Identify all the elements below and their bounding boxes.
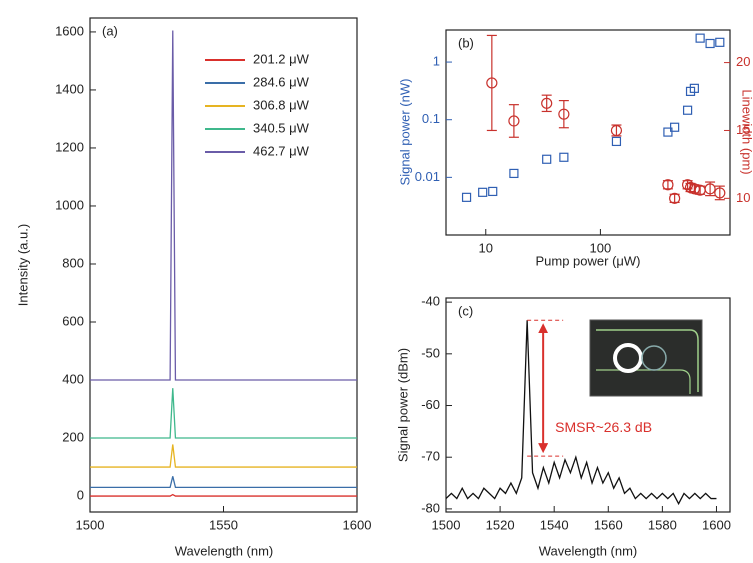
data-point [705,38,715,49]
y-tick-label: 1000 [55,197,84,212]
data-point [669,192,681,204]
data-point [714,187,726,199]
legend-label: 284.6 μW [253,74,310,89]
series-line [90,444,357,468]
x-tick-label: 1600 [343,517,372,532]
panel-label: (b) [458,35,474,50]
data-point [461,192,472,202]
x-tick-label: 10 [479,240,493,255]
plot-frame [445,29,731,236]
data-point [704,183,716,195]
x-tick-label: 1500 [432,517,461,532]
legend-label: 201.2 μW [253,51,310,66]
series-line [90,388,357,439]
plot-frame [445,297,731,513]
legend-label: 462.7 μW [253,143,310,158]
y-tick-label: 200 [62,429,84,444]
y-tick-label: 1 [433,54,440,69]
data-point [670,122,680,132]
y-tick-label: -70 [421,449,440,464]
series-line [90,30,357,381]
x-tick-label: 1540 [540,517,569,532]
data-point [508,115,520,127]
data-point [558,108,570,120]
y-tick-label: -80 [421,500,440,515]
x-tick-label: 1600 [702,517,731,532]
y-tick-label: -40 [421,294,440,309]
y-tick-label: 0 [77,487,84,502]
y-tick-label: 600 [62,313,84,328]
y2-tick-label: 10 [736,190,750,205]
x-tick-label: 1520 [486,517,515,532]
data-point [688,183,700,195]
data-point [662,179,674,191]
panel-label: (c) [458,303,473,318]
y-axis-label: Intensity (a.u.) [15,224,30,306]
y-axis-label: Signal power (nW) [397,79,412,186]
x-axis-label: Wavelength (nm) [175,543,274,558]
y-tick-label: -60 [421,397,440,412]
y-tick-label: 1600 [55,23,84,38]
series-line [90,476,357,488]
x-tick-label: 1560 [594,517,623,532]
data-point [478,187,488,197]
data-point [611,136,622,147]
series-line [90,493,357,497]
data-point [542,154,552,164]
x-axis-label: Wavelength (nm) [539,543,638,558]
y-tick-label: -50 [421,345,440,360]
y-tick-label: 1200 [55,139,84,154]
y-tick-label: 800 [62,255,84,270]
annotation: SMSR~26.3 dB [555,419,652,435]
data-point [695,33,705,43]
data-point [559,152,569,162]
x-tick-label: 1580 [648,517,677,532]
data-point [689,83,699,93]
data-point [715,37,725,47]
y2-tick-label: 15 [736,122,750,137]
y2-tick-label: 20 [736,54,750,69]
data-point [663,127,673,137]
x-axis-label: Pump power (μW) [535,253,640,268]
x-tick-label: 1550 [209,517,238,532]
data-point [509,168,519,179]
data-point [682,105,693,115]
data-point [610,124,623,137]
legend-label: 306.8 μW [253,97,310,112]
y2-axis-label: Linewidth (pm) [740,89,753,174]
data-point [486,77,498,89]
x-tick-label: 100 [590,240,612,255]
series-line [446,320,717,506]
data-point [488,186,498,197]
y-tick-label: 0.1 [422,111,440,126]
y-tick-label: 1400 [55,81,84,96]
data-point [541,97,553,109]
x-tick-label: 1500 [76,517,105,532]
legend-label: 340.5 μW [253,120,310,135]
y-tick-label: 0.01 [415,169,440,184]
y-axis-label: Signal power (dBm) [395,348,410,462]
y-tick-label: 400 [62,371,84,386]
inset-image [589,319,703,397]
panel-label: (a) [102,23,118,38]
